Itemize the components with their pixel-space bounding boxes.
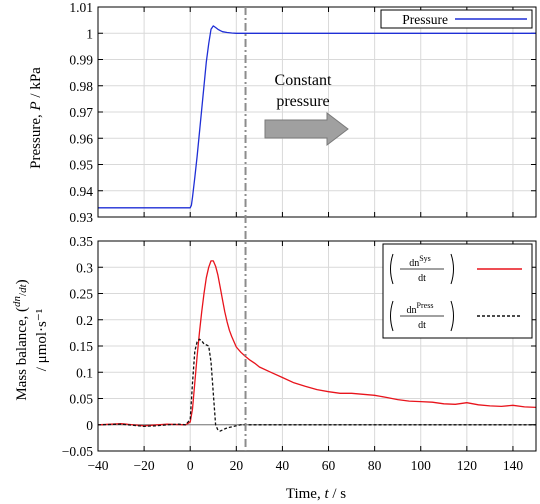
top-ytick-label: 0.98 [69,79,93,94]
legend-entry-0: dnSys dt [390,253,522,285]
bottom-ytick-label: 0.25 [69,287,93,302]
svg-text:/ μmol·s⁻¹: / μmol·s⁻¹ [34,309,50,372]
legend-denominator: dt [418,320,426,331]
pressure-legend: Pressure [380,9,533,29]
legend-box [382,243,533,339]
bottom-ytick-label: 0.1 [76,365,93,380]
top-ytick-label: 0.94 [69,184,93,199]
constant-pressure-arrow [264,111,349,147]
x-axis-label: Time, t / s [286,486,346,502]
legend-denominator: dt [418,273,426,284]
bottom-ytick-label: 0.05 [69,392,93,407]
top-ytick-label: 1 [86,26,93,41]
bottom-ytick-label: 0.2 [76,313,93,328]
mass-balance-legend: dnSys dt dnPress dt [382,243,533,339]
legend-paren-right [450,253,454,285]
xtick-label: 40 [276,458,290,473]
legend-paren-left [390,300,394,332]
xtick-label: 120 [457,458,478,473]
xtick-label: 20 [230,458,244,473]
top-ytick-label: 0.93 [69,210,93,225]
top-ytick-label: 1.01 [69,0,93,15]
xtick-label: 100 [411,458,432,473]
top-panel: 0.93 0.94 0.95 0.96 0.97 0.98 0.99 1 1.01 Pressur… [69,0,537,225]
top-ytick-label: 0.95 [69,158,93,173]
legend-label-pressure: Pressure [402,12,448,27]
xtick-label: −40 [87,458,108,473]
xtick-label: −20 [134,458,155,473]
top-frame [97,6,537,218]
top-ytick-label: 0.99 [69,53,93,68]
bottom-ytick-label: 0.35 [69,234,93,249]
bottom-ytick-label: −0.05 [62,444,93,459]
annotation-line-2: pressure [276,93,329,110]
top-ylabel: Pressure, P / kPa [28,67,44,169]
legend-numerator: dnPress [407,301,434,316]
xtick-label: 60 [322,458,336,473]
legend-paren-left [390,253,394,285]
bottom-ytick-label: 0 [86,418,93,433]
legend-paren-right [450,300,454,332]
bottom-series-line-0 [98,260,536,427]
annotation-line-1: Constant [275,72,332,89]
xtick-label: 140 [503,458,524,473]
bottom-ytick-label: 0.15 [69,339,93,354]
xtick-label: 80 [368,458,382,473]
top-ytick-label: 0.97 [69,105,93,120]
bottom-series-line-1 [98,338,536,432]
legend-entry-1: dnPress dt [390,300,522,332]
top-series-line-0 [98,25,536,209]
svg-text:Mass balance, (dn/dt): Mass balance, (dn/dt) [11,279,30,400]
bottom-ytick-label: 0.3 [76,260,93,275]
bottom-ylabel: Mass balance, (dn/dt) / μmol·s⁻¹ [11,279,50,400]
bottom-frame [97,240,537,452]
bottom-panel: −0.05 0 0.05 0.1 0.15 0.2 0.25 0.3 0.35 −40 −20 0 20… [62,234,537,473]
xtick-label: 0 [187,458,194,473]
legend-numerator: dnSys [409,254,431,269]
top-ytick-label: 0.96 [69,131,93,146]
